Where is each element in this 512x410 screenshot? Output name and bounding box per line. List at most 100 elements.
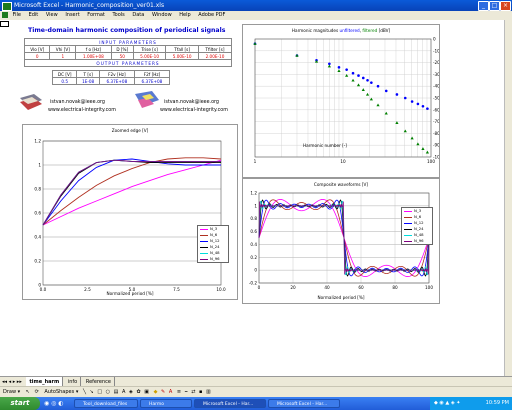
input-value[interactable]: 5.00E-10 [165,52,199,60]
tab-reference[interactable]: Reference [83,377,116,387]
tray-icons[interactable]: ◆ ◉ ▲ ◈ ✦ [434,400,461,406]
y-tick-label: -20 [433,60,439,65]
x-tick-label: 0 [258,285,261,290]
fill-color-icon[interactable]: ◆ [153,389,158,395]
harmonic-chart-title: Harmonic magnitudes unfiltered, filtered… [291,28,391,33]
textbox-tool-icon[interactable]: ▤ [113,389,119,395]
clock[interactable]: 10:59 PM [485,400,509,406]
oval-tool-icon[interactable]: ○ [105,389,111,395]
y-tick-label: 0 [38,283,41,288]
menu-format[interactable]: Format [87,12,105,18]
marker-filtered [425,150,429,154]
tab-scroll-arrows-icon[interactable]: ◂◂ ◂ ▸ ▸▸ [2,379,22,385]
marker-unfiltered [421,104,425,108]
harmonic-chart-xlabel: Harmonic number [-] [303,143,347,148]
y-tick-label: 1 [254,203,257,208]
marker-filtered [345,73,349,77]
line-style-icon[interactable]: ≡ [176,389,182,395]
marker-filtered [410,136,414,140]
close-button[interactable]: × [500,1,511,11]
contact-email-1[interactable]: istvan.novak@ieee.org [50,100,105,105]
series-line-n_12 [42,158,221,226]
input-col: Vlo [V] [23,45,51,53]
output-value: 1E-08 [76,77,100,85]
input-header: INPUT PARAMETERS [24,38,232,46]
start-button[interactable]: start [0,397,40,410]
menu-file[interactable]: File [12,12,21,18]
vertical-scrollbar[interactable] [504,20,512,376]
composite-waveforms-chart[interactable]: Composite waveforms [V] 1.2 1 0.8 0.6 0.4 0.2… [242,178,440,304]
marker-filtered [421,147,425,150]
marker-filtered [356,83,361,87]
menu-window[interactable]: Window [151,12,172,18]
font-color-icon[interactable]: A [168,389,173,395]
active-cell-marker[interactable] [0,21,9,27]
legend-entry-n96: N_96 [198,256,228,262]
output-value: 6.37E+08 [133,77,171,85]
menu-tools[interactable]: Tools [112,12,125,18]
excel-app-icon [2,2,12,11]
menu-data[interactable]: Data [132,12,145,18]
series-line-n_96 [258,201,430,275]
quick-launch-icons[interactable]: ◉ ◎ ◐ [44,400,64,407]
legend-entry-n6: N_6 [402,214,432,220]
line-tool-icon[interactable]: ╲ [82,389,86,395]
menu-adobe-pdf[interactable]: Adobe PDF [198,12,226,18]
series-line-n_3 [42,159,222,226]
input-value[interactable]: 0 [23,52,51,60]
line-color-icon[interactable]: ✎ [161,389,166,395]
sheet-icon [2,11,8,18]
composite-chart-title: Composite waveforms [V] [313,182,369,187]
picture-icon[interactable]: ▣ [144,389,149,395]
input-value[interactable]: 1.00E+08 [75,52,112,60]
y-tick-label: -50 [433,96,439,101]
input-value[interactable]: 1 [49,52,77,60]
menu-help[interactable]: Help [179,12,191,18]
contact-web-2[interactable]: www.electrical-integrity.com [160,108,228,113]
3d-icon[interactable]: ▥ [206,389,211,395]
task-button[interactable]: Tool_download_files [74,399,138,408]
y-tick-label: -70 [433,119,439,124]
draw-menu-button[interactable]: Draw ▾ [3,389,21,395]
dash-style-icon[interactable]: ┅ [184,389,188,395]
shadow-icon[interactable]: ▪ [199,389,203,395]
menu-view[interactable]: View [45,12,58,18]
marker-filtered [337,69,341,73]
minimize-button[interactable]: _ [478,1,489,11]
wordart-icon[interactable]: A [121,389,126,395]
contact-web-1[interactable]: www.electrical-integrity.com [48,108,116,113]
input-value[interactable]: 5.00E-10 [132,52,167,60]
zoomed-edge-chart[interactable]: Zoomed edge [V] 0 0.2 0.4 0.6 0.8 1 1.2 0.0 2.5 5… [22,124,238,300]
legend-entry-n6: N_6 [198,232,228,238]
input-value[interactable]: 50 [110,52,134,60]
task-button[interactable]: Microsoft Excel - Har... [268,399,340,408]
contact-email-2[interactable]: istvan.novak@ieee.org [164,100,219,105]
marker-unfiltered [351,71,355,75]
y-tick-label: -30 [433,72,439,77]
x-tick-label: 100 [425,285,433,290]
menu-edit[interactable]: Edit [28,12,39,18]
autoshapes-menu-button[interactable]: AutoShapes ▾ [44,389,79,395]
marker-filtered [384,111,388,115]
maximize-button[interactable]: □ [489,1,500,11]
select-arrow-icon[interactable]: ↖ [25,389,30,395]
task-button-active[interactable]: Microsoft Excel - Har... [194,399,266,408]
rotate-icon[interactable]: ⟳ [34,389,39,395]
input-value[interactable]: 2.00E-10 [197,52,233,60]
arrow-tool-icon[interactable]: ↘ [89,389,94,395]
arrow-style-icon[interactable]: ⇄ [191,389,196,395]
harmonic-magnitudes-chart[interactable]: Harmonic magnitudes unfiltered, filtered… [242,24,440,178]
y-tick-label: 1 [38,163,41,168]
y-tick-label: -60 [433,107,439,112]
clipart-icon[interactable]: ✿ [136,389,141,395]
zoomed-chart-legend: N_3 N_6 N_12 N_24 N_48 N_96 [197,225,229,263]
legend-entry-n48: N_48 [198,250,228,256]
diagram-icon[interactable]: ◈ [128,389,133,395]
zoomed-chart-title: Zoomed edge [V] [111,128,149,133]
task-button[interactable]: Harmo [140,399,192,408]
menu-insert[interactable]: Insert [65,12,80,18]
rectangle-tool-icon[interactable]: □ [97,389,103,395]
x-tick-label: 40 [324,285,330,290]
input-col: Vhi [V] [49,45,77,53]
sheet-tabs-bar: ◂◂ ◂ ▸ ▸▸ time_harm info Reference [0,376,512,387]
